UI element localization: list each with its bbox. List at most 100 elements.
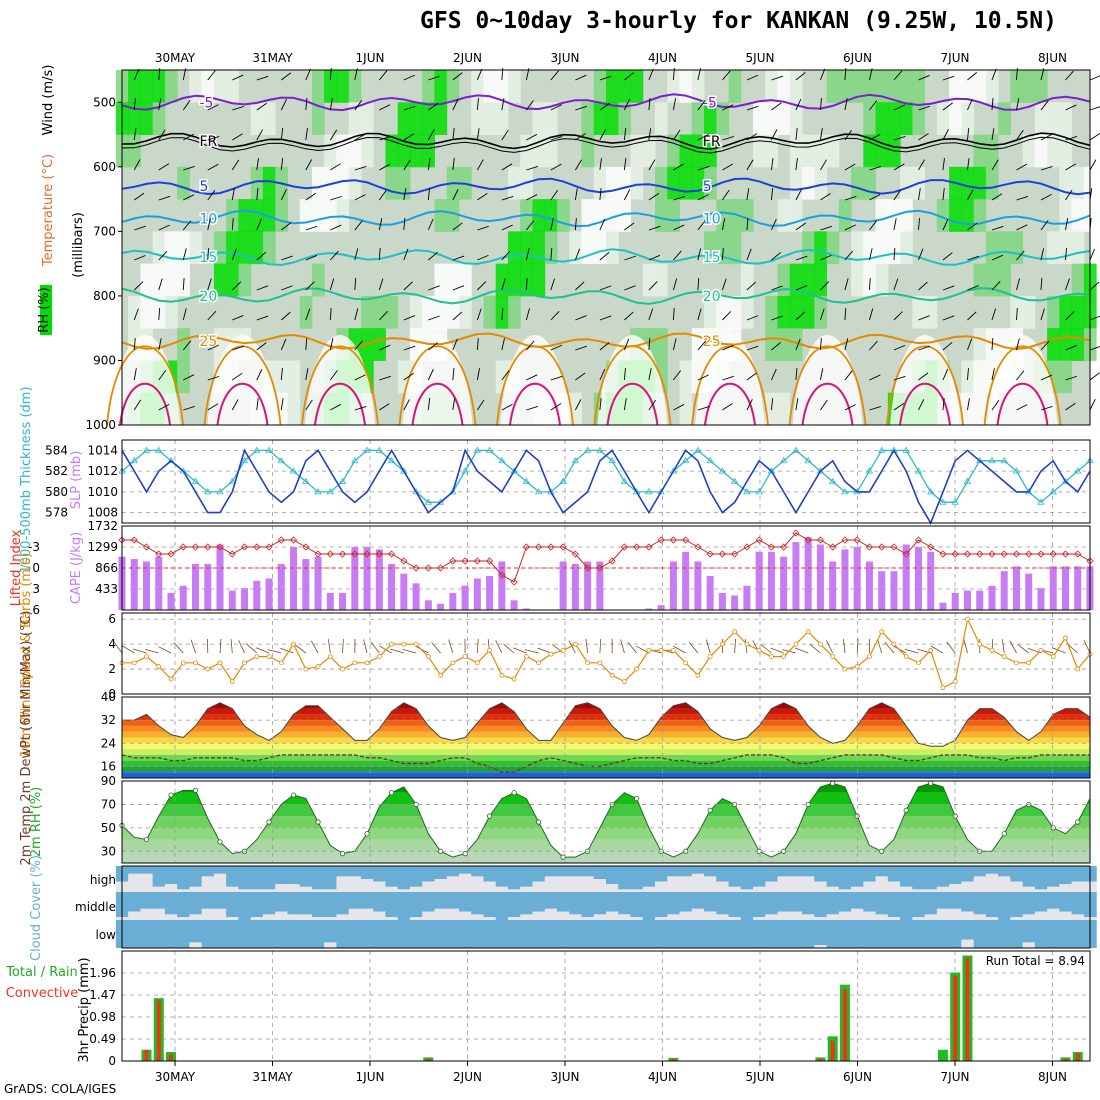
rh-cell [814,295,828,329]
wind-barb [869,374,881,381]
thickness-point [289,467,298,474]
cape-bar [228,590,236,610]
rh-cell [177,231,190,265]
thickness-point [951,498,959,505]
rh-cell [789,70,803,103]
rh-cell [189,70,203,103]
thickness-point [939,498,947,505]
wind-speed-point [144,654,149,660]
thickness-point [730,477,739,484]
cape-bar [816,544,824,610]
cape-bar [902,544,910,610]
wind-barb [231,218,234,231]
wind-barb [869,340,878,351]
thickness-point [1061,477,1070,484]
cloud-cell [973,920,987,948]
wind-barb [942,398,945,411]
wind-barb [599,129,606,141]
cloud-clear-cell [409,917,423,920]
cloud-cell [802,866,815,877]
wind-barb [403,105,416,111]
cloud-cell [655,866,668,882]
wind-barb [722,189,730,201]
wind-barb [305,338,308,351]
wind-barb [623,368,626,381]
wind-barb [844,338,849,351]
cloud-cell [164,892,178,915]
wind-speed-point [291,641,296,647]
rh-cell [507,70,521,103]
rh-cell [691,134,705,168]
wind-barb-10m [599,639,602,654]
li-point [437,564,445,572]
li-point [142,543,151,551]
temp-axis-label: 2m Temp 2m DewPt (6hr Min/Max) (°C) [19,611,34,866]
temp-band [122,766,1090,773]
wind-barb [746,248,752,261]
wind-barb [673,224,685,231]
wind-barb-10m [238,640,245,654]
wind-speed-point [560,647,566,653]
cloud-cell [311,920,325,948]
rh-cell [863,263,877,297]
wind-barb [967,338,973,351]
wind-speed-point [1001,654,1007,660]
wind-barb [820,399,828,411]
wind-barb [452,285,465,291]
rh-cell [1059,360,1073,394]
cloud-cell [397,892,411,920]
cape-bar [424,600,432,610]
li-point [792,529,800,537]
rh-cell [226,263,239,297]
wind-speed-point [168,676,174,682]
cape-bar [351,546,359,610]
wind-barb [967,222,978,231]
grads-credit: GrADS: COLA/IGES [4,1082,117,1096]
wind-barb [893,344,906,351]
wind-barb [771,102,782,111]
wind-speed-point [217,660,223,666]
wind-barb [207,344,219,351]
cloud-cell [1034,866,1048,890]
wind-barb [403,159,411,171]
precip-total-bar [937,1049,948,1061]
cloud-clear-cell [618,889,632,892]
cape-bar [216,544,224,610]
wind-barb [918,281,928,291]
rh-tick: 70 [101,797,116,811]
wind-barb [942,102,953,111]
cloud-cell [507,892,521,918]
cloud-cell [446,892,460,909]
wind-barb [207,70,216,81]
cloud-clear-cell [495,886,509,892]
temperature-axis-label: Temperature (°C) [41,154,56,267]
cloud-cell [998,892,1011,920]
wind-barb [476,98,479,111]
wind-speed-point [131,660,137,666]
rh-cell [532,263,546,297]
cloud-cell [998,866,1011,877]
cloud-clear-cell [226,886,240,892]
rh-cell [875,263,889,297]
cloud-level-label: high [90,873,116,887]
wind-barb [574,188,578,201]
cape-bar [988,585,996,610]
wind-barb [648,308,654,321]
wind-barb [452,255,465,261]
wind-barb [329,250,339,261]
wind-barb [550,218,554,231]
wind-barb [329,98,333,111]
wind-speed-point [254,654,260,660]
upper-air-frame [121,69,1091,426]
cloud-clear-cell [483,917,497,920]
wind-speed-point [597,660,603,666]
wind-barb [795,222,806,231]
cloud-clear-cell [507,889,521,892]
cloud-cell [606,866,619,885]
rh-cell [532,102,546,136]
cloud-cell [324,866,338,890]
thickness-point [620,477,629,484]
wind-barb [918,315,930,321]
slp-tick: 1008 [87,506,118,520]
rh-point [290,792,297,798]
